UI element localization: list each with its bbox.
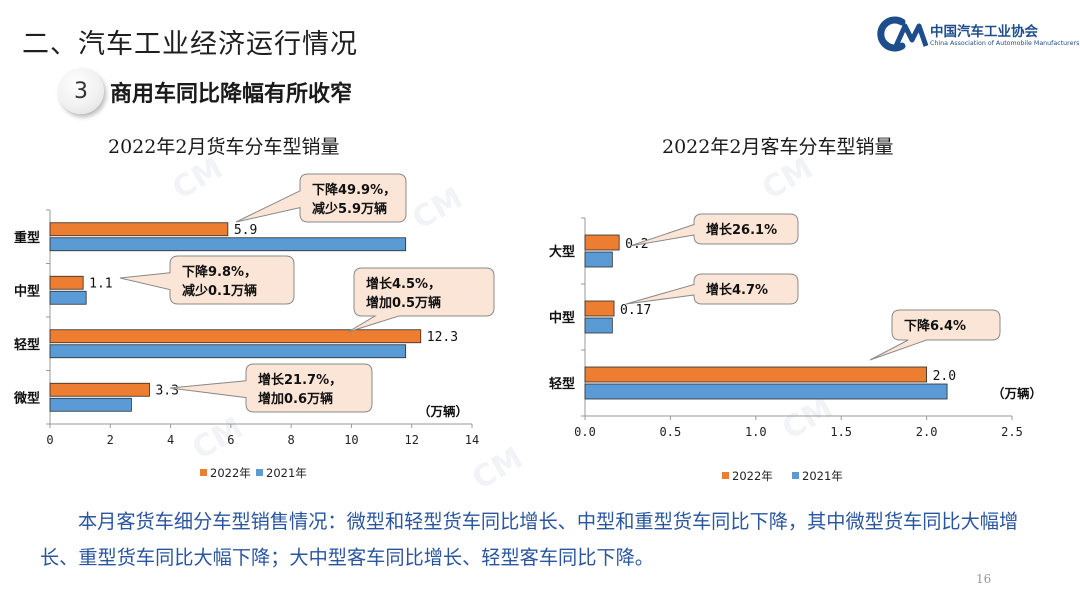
unit-label: （万辆） <box>418 404 468 419</box>
callout-bubble <box>119 255 295 305</box>
callout-bubble <box>629 213 799 247</box>
bar-2022 <box>49 382 150 397</box>
callout-text: 下降9.8%， <box>182 264 257 280</box>
legend-swatch-2022 <box>722 472 729 479</box>
legend-label-2021: 2021年 <box>266 466 307 480</box>
x-tick-label: 12 <box>404 433 418 447</box>
bar-2022 <box>49 329 422 344</box>
annotation-callout: 增长26.1% <box>629 213 799 247</box>
callout-text: 增长21.7%， <box>258 372 342 388</box>
caam-logo-icon <box>877 16 929 52</box>
bus-sales-chart: 0.0 0.5 1.0 1.5 2.0 2.5大型0.2中型0.17轻型2.0（万辆）20… <box>549 213 1042 483</box>
legend-swatch-2021 <box>256 469 263 476</box>
x-tick-label: 6 <box>227 433 234 447</box>
data-label: 12.3 <box>427 330 458 345</box>
x-tick-label: 8 <box>288 433 295 447</box>
bar-2021 <box>49 397 132 412</box>
summary-text: 本月客货车细分车型销售情况：微型和轻型货车同比增长、中型和重型货车同比下降，其中… <box>40 510 1019 569</box>
bar-2021 <box>49 290 87 305</box>
category-label: 大型 <box>549 244 575 260</box>
x-tick-label: 1.0 <box>745 425 767 439</box>
section-subtitle: 3 商用车同比降幅有所收窄 <box>54 64 474 120</box>
legend-label-2022: 2022年 <box>210 466 251 480</box>
category-label: 轻型 <box>14 337 40 353</box>
x-tick-label: 0.0 <box>574 425 596 439</box>
data-label: 5.9 <box>234 223 257 238</box>
category-label: 中型 <box>549 310 575 326</box>
legend-label-2021: 2021年 <box>802 469 843 483</box>
bar-2022 <box>49 222 229 237</box>
bar-2022 <box>584 234 620 251</box>
section-subtitle-text: 商用车同比降幅有所收窄 <box>110 82 353 107</box>
x-tick-label: 10 <box>344 433 358 447</box>
caam-logo: 中国汽车工业协会 China Association of Automobile… <box>872 14 1079 54</box>
annotation-callout: 增长21.7%， 增加0.6万辆 <box>169 363 373 413</box>
data-label: 2.0 <box>933 369 956 384</box>
bar-2021 <box>584 383 948 400</box>
callout-text: 增长4.5%， <box>366 276 441 292</box>
logo-chinese-name: 中国汽车工业协会 <box>930 24 1038 40</box>
callout-bubble <box>347 267 495 333</box>
unit-label: （万辆） <box>992 386 1042 401</box>
annotation-callout: 增长4.7% <box>625 273 799 305</box>
callout-text: 增加0.6万辆 <box>258 391 333 407</box>
callout-bubble <box>235 173 407 223</box>
callout-bubble <box>169 363 373 413</box>
category-label: 重型 <box>14 230 40 246</box>
x-tick-label: 0 <box>46 433 53 447</box>
page-number: 16 <box>976 572 992 586</box>
callout-text: 增长4.7% <box>706 282 768 298</box>
data-label: 1.1 <box>89 276 112 291</box>
truck-sales-chart: 0 2 4 6 8 10 12 14 重型 5.9 中型 1.1 轻型 12.3 微型 3.3 （万辆） 2022… <box>13 173 495 480</box>
callout-text: 增加0.5万辆 <box>366 295 441 311</box>
annotation-callout: 下降9.8%， 减少0.1万辆 <box>119 255 295 305</box>
bus-chart-title: 2022年2月客车分车型销量 <box>662 136 894 158</box>
callout-text: 减少5.9万辆 <box>312 201 387 217</box>
callout-bubble <box>869 309 1001 361</box>
x-tick-label: 0.5 <box>660 425 682 439</box>
callout-text: 减少0.1万辆 <box>182 283 257 299</box>
logo-english-name: China Association of Automobile Manufact… <box>930 40 1080 47</box>
callout-text: 下降49.9%， <box>312 182 396 198</box>
bar-2022 <box>584 300 615 317</box>
annotation-callout: 增长4.5%， 增加0.5万辆 <box>347 267 495 333</box>
bar-2021 <box>584 317 613 334</box>
summary-paragraph: 本月客货车细分车型销售情况：微型和轻型货车同比增长、中型和重型货车同比下降，其中… <box>40 504 1050 576</box>
annotation-callout: 下降6.4% <box>869 309 1001 361</box>
page-title: 二、汽车工业经济运行情况 <box>22 29 358 60</box>
section-number-badge: 3 <box>58 68 104 114</box>
bar-2021 <box>584 251 613 268</box>
legend-swatch-2021 <box>792 472 799 479</box>
callout-text: 下降6.4% <box>904 318 966 334</box>
bar-2021 <box>49 237 407 252</box>
category-label: 中型 <box>14 283 40 299</box>
bar-2021 <box>49 344 407 359</box>
annotation-callout: 下降49.9%， 减少5.9万辆 <box>235 173 407 223</box>
legend-swatch-2022 <box>200 469 207 476</box>
x-tick-label: 2.5 <box>1001 425 1023 439</box>
legend-label-2022: 2022年 <box>732 469 773 483</box>
bar-2022 <box>584 366 928 383</box>
truck-chart-title: 2022年2月货车分车型销量 <box>108 136 340 158</box>
callout-text: 增长26.1% <box>706 222 777 238</box>
x-tick-label: 4 <box>167 433 174 447</box>
callout-bubble <box>625 273 799 305</box>
x-tick-label: 1.5 <box>830 425 852 439</box>
data-label: 3.3 <box>155 383 178 398</box>
data-label: 0.17 <box>620 303 651 318</box>
bar-2022 <box>49 275 84 290</box>
x-tick-label: 2.0 <box>916 425 938 439</box>
category-label: 轻型 <box>549 376 575 392</box>
category-label: 微型 <box>13 390 40 406</box>
x-tick-label: 14 <box>465 433 479 447</box>
x-tick-label: 2 <box>107 433 114 447</box>
